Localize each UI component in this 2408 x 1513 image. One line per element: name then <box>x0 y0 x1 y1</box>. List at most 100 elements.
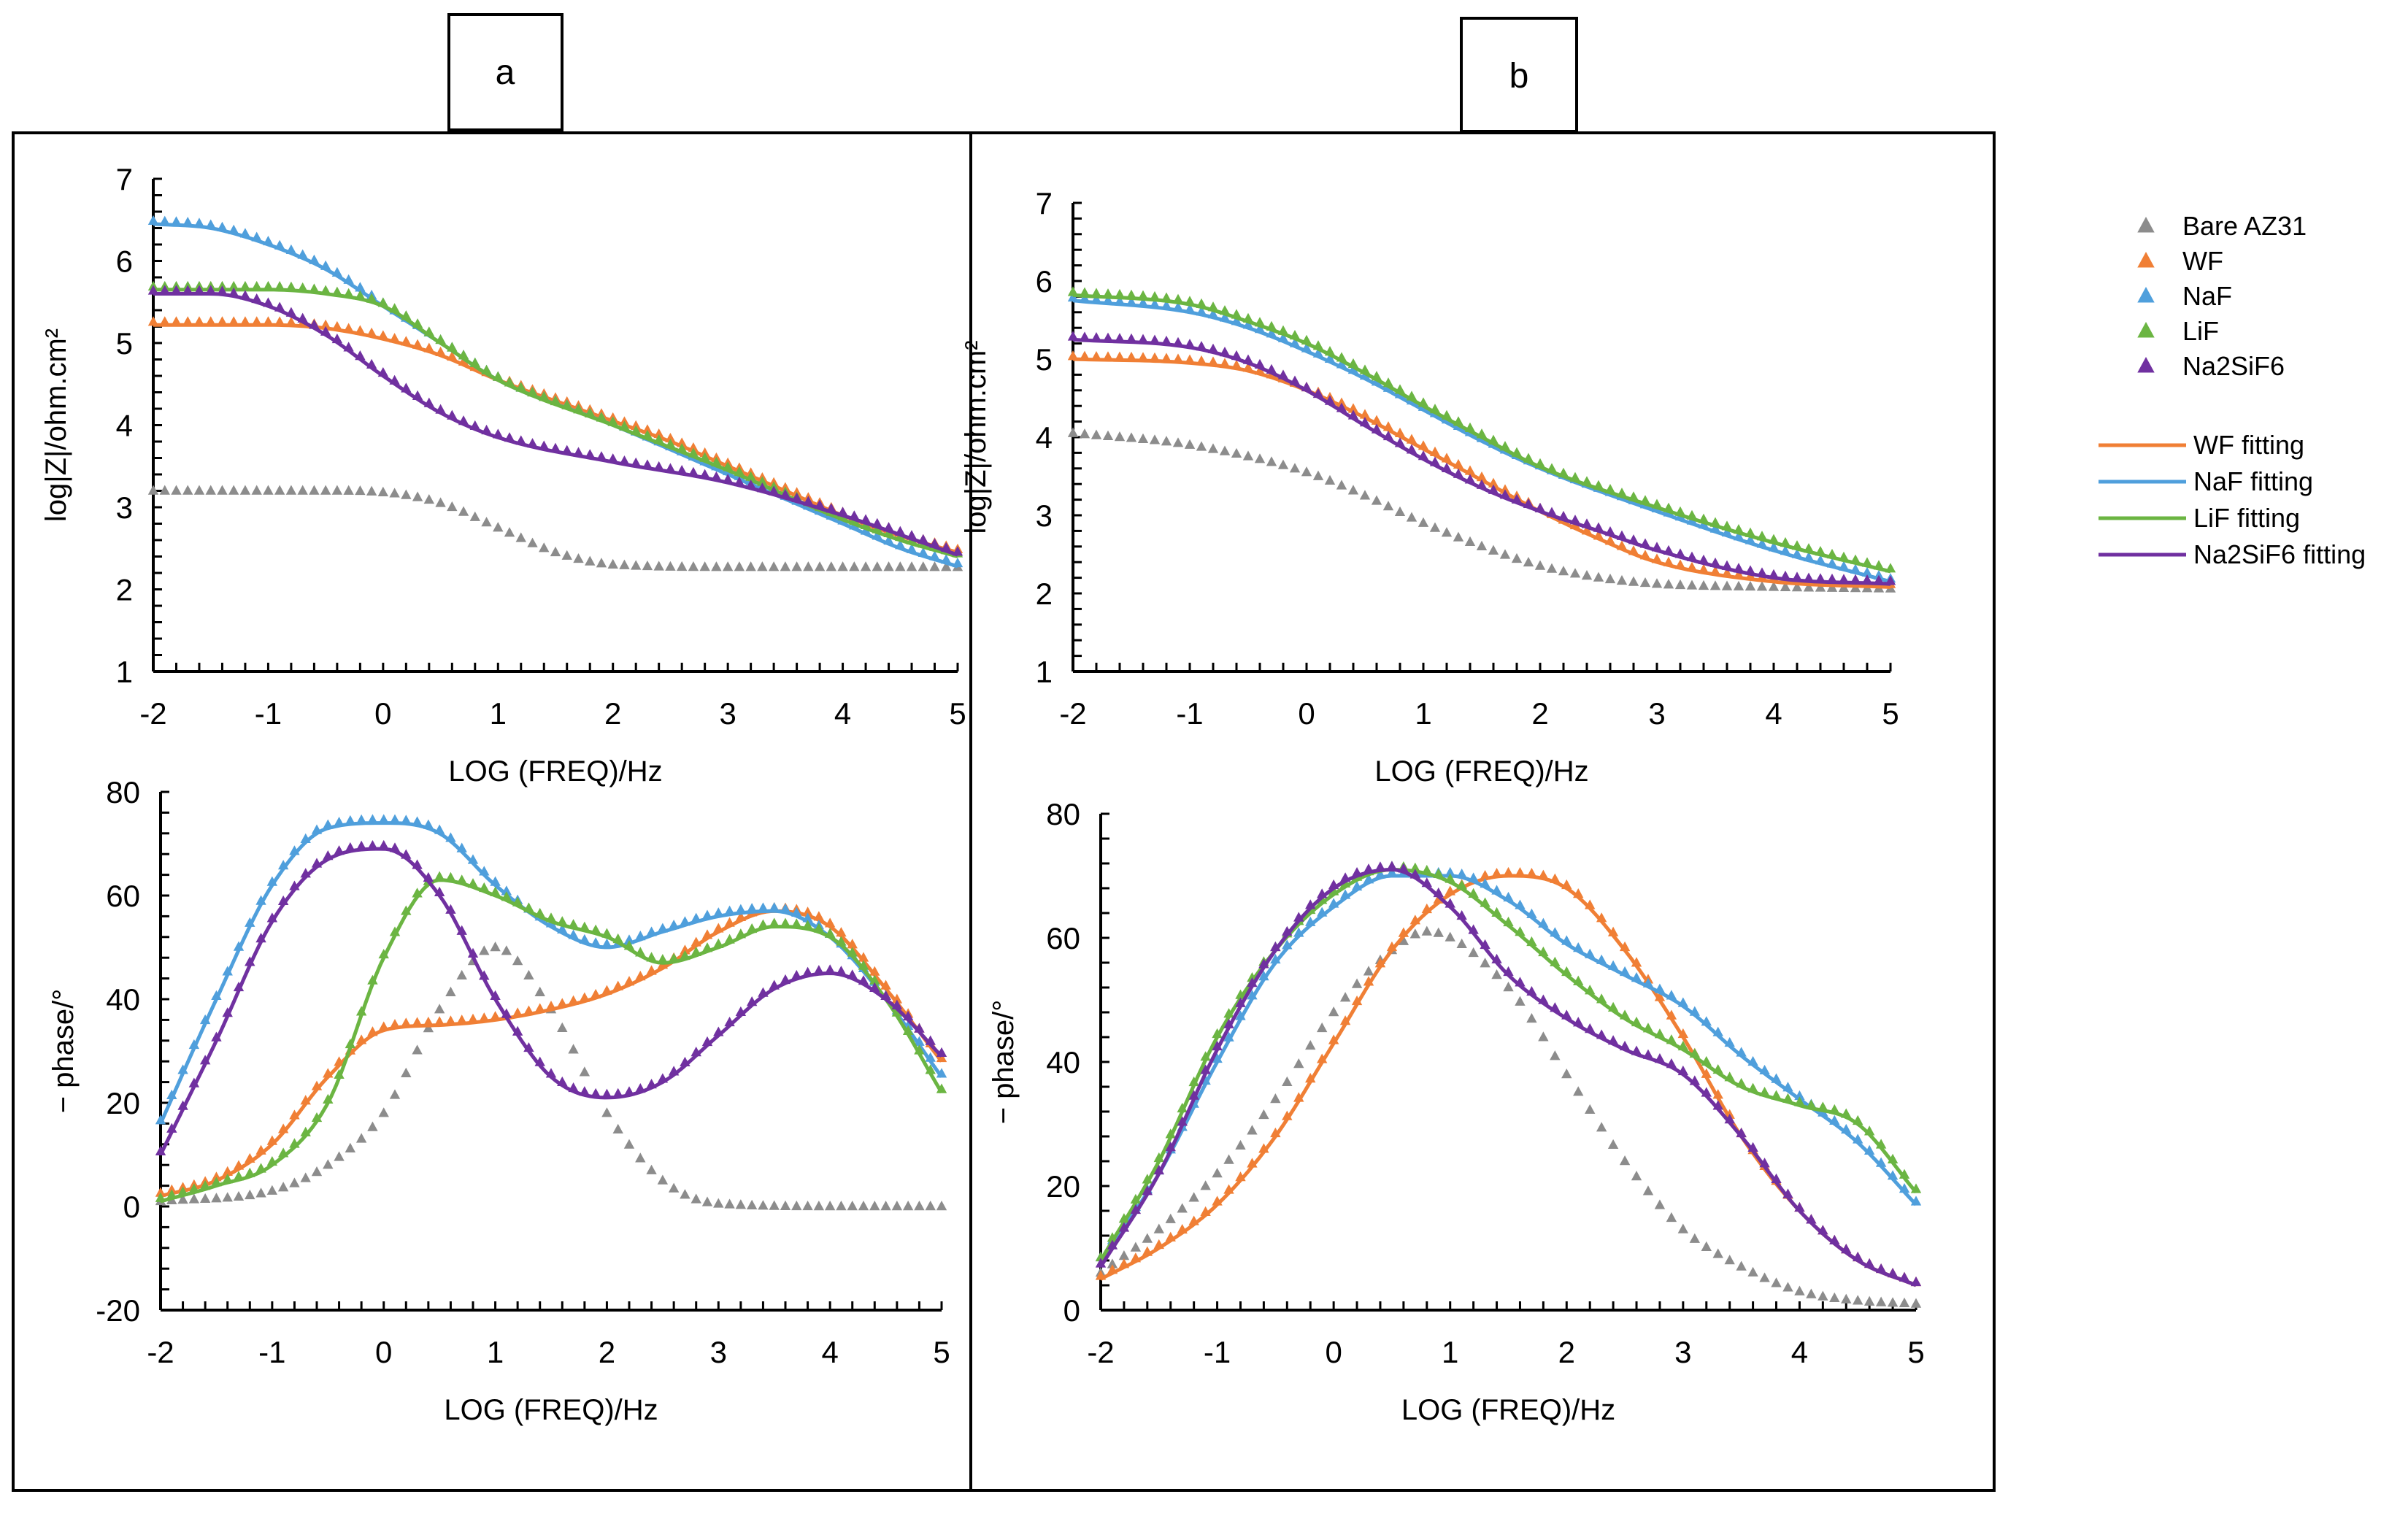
marker-bare-az31 <box>880 1201 891 1211</box>
marker-lif <box>401 905 412 915</box>
marker-na2sif6 <box>573 447 584 457</box>
marker-lif <box>166 1189 177 1199</box>
marker-lif <box>1863 1125 1875 1136</box>
marker-bare-az31 <box>883 561 894 571</box>
marker-wf <box>389 333 400 343</box>
marker-na2sif6 <box>1453 468 1464 478</box>
marker-bare-az31 <box>1126 432 1137 442</box>
marker-wf <box>182 316 193 326</box>
marker-naf <box>1829 1114 1840 1125</box>
series-wf <box>1067 350 1896 589</box>
series-na2sif6 <box>1095 861 1922 1287</box>
marker-na2sif6 <box>1067 331 1079 341</box>
marker-lif <box>1149 290 1161 301</box>
marker-wf <box>676 437 688 447</box>
marker-bare-az31 <box>1569 568 1581 578</box>
marker-lif <box>334 1069 345 1079</box>
marker-bare-az31 <box>1721 580 1733 590</box>
marker-lif <box>534 907 545 918</box>
marker-na2sif6 <box>1207 343 1219 353</box>
marker-bare-az31 <box>1815 582 1826 592</box>
marker-na2sif6 <box>423 397 435 407</box>
marker-na2sif6 <box>872 517 882 528</box>
marker-bare-az31 <box>745 561 756 571</box>
marker-lif <box>467 878 479 888</box>
legend: Bare AZ31 WF NaF LiF Na2SiF6 WF fitting NaF fi… <box>2099 211 2366 569</box>
marker-lif <box>713 938 724 948</box>
marker-na2sif6 <box>1316 888 1328 898</box>
marker-wf <box>479 1012 490 1023</box>
marker-wf <box>447 350 458 361</box>
marker-naf <box>1282 939 1293 950</box>
marker-na2sif6 <box>1114 333 1126 343</box>
marker-bare-az31 <box>1780 581 1791 591</box>
marker-bare-az31 <box>1616 574 1628 585</box>
marker-naf <box>883 535 894 545</box>
marker-bare-az31 <box>925 1201 936 1211</box>
marker-lif <box>289 1138 300 1148</box>
marker-bare-az31 <box>389 1089 401 1099</box>
marker-wf <box>445 1015 456 1025</box>
marker-naf <box>724 905 735 915</box>
marker-bare-az31 <box>534 986 545 996</box>
marker-naf <box>1149 299 1161 309</box>
marker-na2sif6 <box>1674 548 1686 558</box>
marker-lif <box>1838 551 1850 561</box>
marker-na2sif6 <box>1409 869 1421 879</box>
marker-naf <box>155 1114 166 1125</box>
marker-lif <box>1418 397 1429 407</box>
marker-bare-az31 <box>490 942 501 952</box>
marker-bare-az31 <box>263 485 274 495</box>
marker-naf <box>758 902 769 912</box>
marker-wf <box>490 1011 501 1021</box>
marker-wf <box>1102 351 1114 361</box>
y-axis-title: − phase/° <box>47 989 80 1114</box>
marker-bare-az31 <box>1223 1154 1234 1164</box>
marker-bare-az31 <box>1200 1180 1211 1190</box>
y-tick-label: 80 <box>106 775 140 809</box>
series-bare-az31 <box>1067 427 1896 593</box>
marker-lif <box>1899 1169 1910 1179</box>
marker-bare-az31 <box>1339 992 1351 1002</box>
marker-lif <box>1235 989 1246 999</box>
marker-bare-az31 <box>757 561 768 571</box>
marker-na2sif6 <box>1312 388 1324 399</box>
marker-bare-az31 <box>735 1199 747 1209</box>
marker-lif <box>1745 527 1756 537</box>
marker-na2sif6 <box>1607 1035 1619 1045</box>
marker-bare-az31 <box>642 560 653 571</box>
marker-lif <box>612 933 623 944</box>
marker-na2sif6 <box>691 1047 701 1057</box>
marker-naf <box>1172 301 1184 312</box>
marker-naf <box>1701 1016 1712 1026</box>
marker-naf <box>456 842 467 852</box>
marker-naf <box>1689 1006 1701 1016</box>
marker-wf <box>320 319 331 329</box>
marker-lif <box>607 416 618 426</box>
marker-na2sif6 <box>1733 563 1745 573</box>
marker-bare-az31 <box>274 485 285 495</box>
marker-bare-az31 <box>401 1067 412 1077</box>
marker-na2sif6 <box>182 285 193 295</box>
panel-a-frame <box>12 131 972 1492</box>
marker-na2sif6 <box>858 975 869 985</box>
marker-lif <box>1188 1076 1199 1087</box>
marker-na2sif6 <box>255 933 266 943</box>
marker-bare-az31 <box>573 553 584 563</box>
marker-naf <box>1503 891 1514 902</box>
marker-naf <box>1654 983 1666 993</box>
marker-bare-az31 <box>355 1133 367 1143</box>
legend-label-bare-az31: Bare AZ31 <box>2182 211 2307 241</box>
marker-na2sif6 <box>1102 332 1114 342</box>
marker-lif <box>573 404 584 414</box>
marker-na2sif6 <box>458 415 469 426</box>
marker-lif <box>1394 384 1406 394</box>
marker-naf <box>311 824 323 834</box>
marker-na2sif6 <box>1745 565 1756 575</box>
marker-lif <box>515 382 526 392</box>
marker-lif <box>1663 502 1674 512</box>
marker-bare-az31 <box>343 485 354 495</box>
legend-label-lif-fitting: LiF fitting <box>2193 503 2300 533</box>
marker-naf <box>713 907 724 917</box>
